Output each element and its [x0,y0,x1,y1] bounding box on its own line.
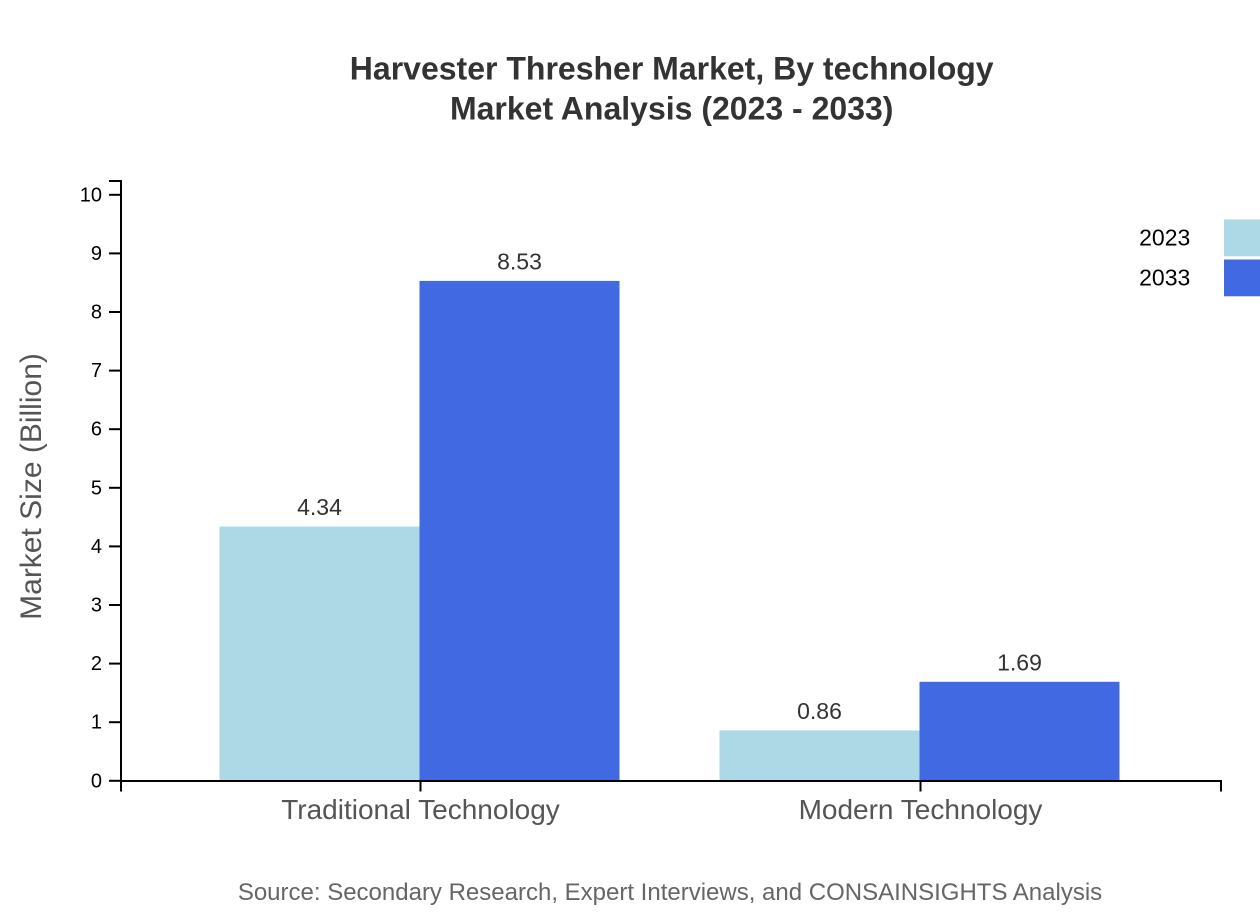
svg-text:8: 8 [91,302,102,324]
svg-text:4.34: 4.34 [297,494,342,520]
svg-text:Harvester Thresher Market, By: Harvester Thresher Market, By technology [350,50,994,86]
svg-text:1.69: 1.69 [997,650,1042,676]
svg-text:3: 3 [91,595,102,617]
svg-text:Market Analysis (2023 - 2033): Market Analysis (2023 - 2033) [450,90,894,126]
svg-text:Market Size (Billion): Market Size (Billion) [15,353,48,620]
svg-text:1: 1 [91,712,102,734]
svg-text:6: 6 [91,419,102,441]
svg-text:7: 7 [91,360,102,382]
svg-text:9: 9 [91,243,102,265]
svg-text:5: 5 [91,477,102,499]
svg-text:4: 4 [91,536,102,558]
svg-text:Source: Secondary Research, Ex: Source: Secondary Research, Expert Inter… [238,879,1102,906]
svg-text:2: 2 [91,653,102,675]
svg-text:2023: 2023 [1139,225,1190,251]
svg-text:0: 0 [91,770,102,792]
svg-text:2033: 2033 [1139,265,1190,291]
svg-text:Modern Technology: Modern Technology [799,794,1043,825]
svg-text:0.86: 0.86 [797,698,842,724]
svg-text:8.53: 8.53 [497,249,542,275]
svg-text:10: 10 [80,184,102,206]
svg-text:Traditional Technology: Traditional Technology [281,794,560,825]
